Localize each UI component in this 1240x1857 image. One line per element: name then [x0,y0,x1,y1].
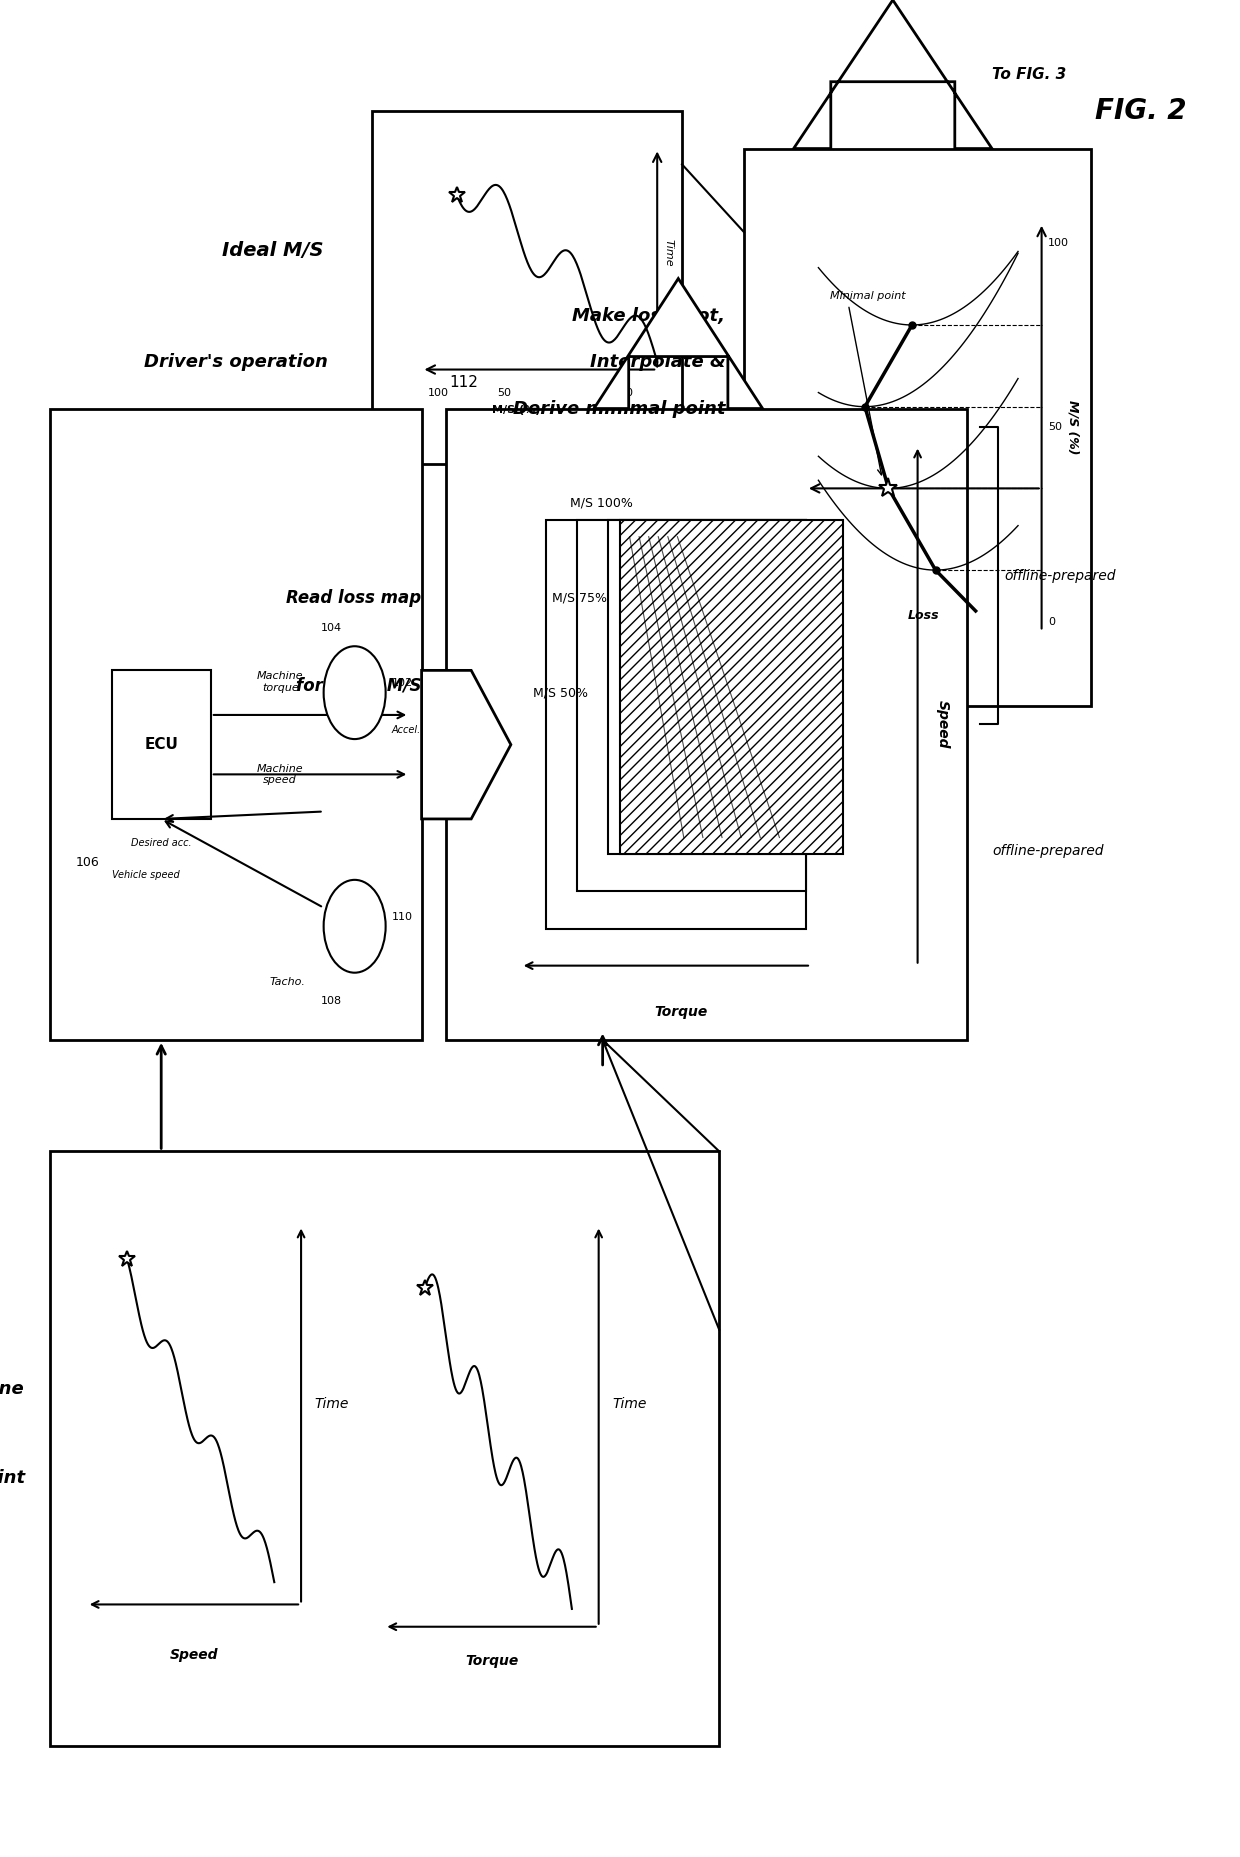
Bar [608,520,806,854]
Polygon shape [422,670,511,819]
Text: Time: Time [315,1396,348,1411]
Text: Torque: Torque [465,1653,518,1668]
Text: M/S (%): M/S (%) [1066,399,1079,455]
Text: 100: 100 [1048,238,1069,249]
Text: for every M/S: for every M/S [296,678,422,695]
Text: Speed: Speed [935,700,950,748]
Text: ECU: ECU [144,737,179,752]
Text: 108: 108 [321,995,342,1005]
Text: offline-prepared: offline-prepared [992,843,1104,858]
Text: operating point: operating point [0,1469,25,1487]
Text: 0: 0 [1048,617,1055,628]
Text: Minimal point: Minimal point [830,292,905,301]
Text: 110: 110 [392,912,413,921]
Text: Derive minimal point: Derive minimal point [513,399,725,418]
Text: offline-prepared: offline-prepared [1004,568,1116,583]
Text: Tacho.: Tacho. [269,977,305,986]
Text: To FIG. 3: To FIG. 3 [992,67,1066,82]
Bar [446,409,967,1040]
Text: 50: 50 [1048,422,1061,433]
Bar [50,409,422,1040]
Text: Make loss plot,: Make loss plot, [573,306,725,325]
Text: Driver's operation: Driver's operation [144,353,327,371]
Text: Torque: Torque [655,1005,707,1019]
Text: Vehicle speed: Vehicle speed [112,869,180,880]
Text: M/S 75%: M/S 75% [552,591,606,605]
Text: Machine
torque: Machine torque [257,670,304,693]
Text: M/S 100%: M/S 100% [570,496,634,511]
Bar [546,520,806,928]
Bar [577,520,806,891]
Text: 112: 112 [449,375,477,390]
Text: Desired acc.: Desired acc. [131,838,191,847]
Bar [112,670,211,819]
Text: Loss: Loss [908,609,940,622]
Bar [744,149,1091,706]
Text: Machine
speed: Machine speed [257,763,304,786]
Text: 104: 104 [321,622,342,633]
Text: 0: 0 [625,388,632,397]
Text: Read loss map: Read loss map [286,589,422,607]
Text: Ideal M/S: Ideal M/S [222,241,324,260]
Text: Speed: Speed [170,1647,218,1662]
Circle shape [324,880,386,973]
Text: Interpolate &: Interpolate & [590,353,725,371]
Text: FIG. 2: FIG. 2 [1095,97,1187,126]
Text: Accel. Pedal: Accel. Pedal [392,724,451,735]
Text: Time: Time [663,240,673,266]
Bar [372,111,682,464]
Text: 50: 50 [497,388,511,397]
Bar [50,1151,719,1746]
Text: 106: 106 [76,856,99,869]
Bar [620,520,843,854]
Text: Machine: Machine [0,1380,25,1398]
Text: 100: 100 [428,388,449,397]
Polygon shape [594,279,763,409]
Text: Time: Time [613,1396,646,1411]
Text: M/S 50%: M/S 50% [533,685,588,700]
Text: 102: 102 [392,678,413,689]
Text: M/S (%): M/S (%) [491,405,541,414]
Polygon shape [794,0,992,149]
Circle shape [324,646,386,739]
